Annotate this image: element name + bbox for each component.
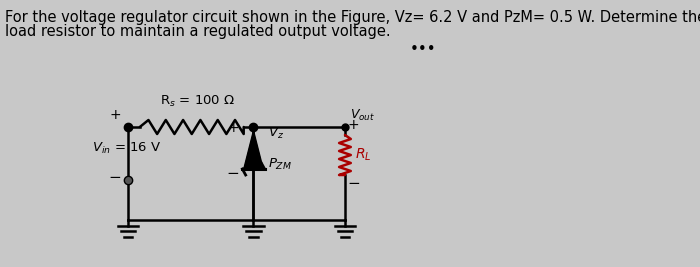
Text: $R_L$: $R_L$ bbox=[356, 147, 372, 163]
Text: $V_z$: $V_z$ bbox=[268, 125, 284, 140]
Text: For the voltage regulator circuit shown in the Figure, Vz= 6.2 V and PzM= 0.5 W.: For the voltage regulator circuit shown … bbox=[5, 10, 700, 25]
Text: R$_s$ = 100 Ω: R$_s$ = 100 Ω bbox=[160, 94, 235, 109]
Text: •••: ••• bbox=[410, 42, 436, 57]
Text: $V_{in}$ = 16 V: $V_{in}$ = 16 V bbox=[92, 141, 162, 156]
Text: +: + bbox=[110, 108, 122, 122]
Text: −: − bbox=[226, 167, 239, 182]
Polygon shape bbox=[244, 133, 262, 169]
Text: −: − bbox=[348, 175, 360, 190]
Text: −: − bbox=[108, 171, 122, 186]
Text: +: + bbox=[348, 118, 359, 132]
Text: $V_{out}$: $V_{out}$ bbox=[350, 108, 375, 123]
Text: load resistor to maintain a regulated output voltage.: load resistor to maintain a regulated ou… bbox=[5, 24, 390, 39]
Text: $P_{ZM}$: $P_{ZM}$ bbox=[268, 156, 292, 172]
Text: +: + bbox=[228, 121, 239, 135]
